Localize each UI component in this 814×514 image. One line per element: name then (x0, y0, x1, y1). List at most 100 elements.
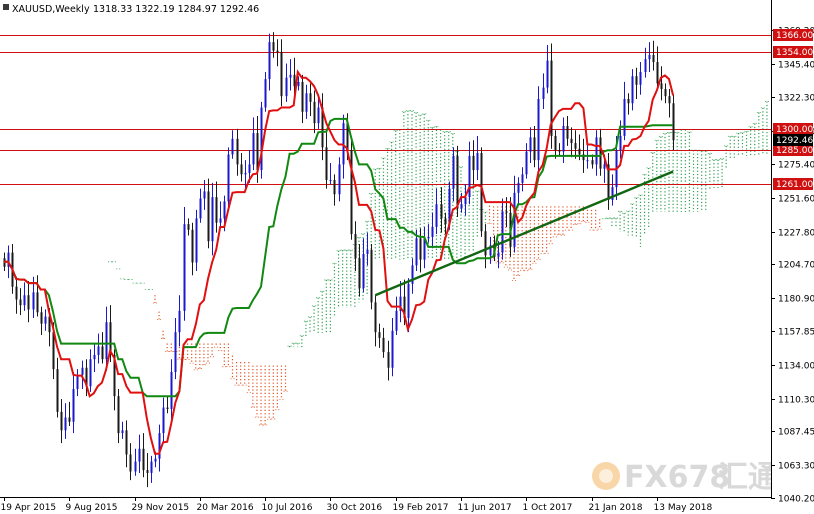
candle-body (411, 265, 414, 284)
candle-body (203, 191, 206, 199)
y-tick-label: 1134.00 (778, 362, 814, 372)
candle-body (227, 154, 230, 202)
candle-body (672, 103, 675, 141)
symbol-icon (3, 4, 9, 10)
chart-header: XAUUSD,Weekly 1318.33 1322.19 1284.97 12… (3, 4, 259, 15)
candle-body (72, 389, 75, 422)
candle-body (223, 201, 226, 219)
candle-body (656, 62, 659, 84)
candle-body (170, 371, 173, 409)
candle-body (427, 236, 430, 239)
price-label: 1292.46 (776, 136, 813, 146)
candle-body (154, 458, 157, 462)
price-label-box (773, 144, 813, 156)
candle-body (231, 138, 234, 155)
candle-body (505, 211, 508, 213)
candle-body (174, 332, 177, 372)
y-tick-label: 1227.80 (778, 229, 814, 239)
x-tick-label: 1 Oct 2017 (523, 503, 573, 513)
candle-body (554, 135, 557, 151)
y-tick-label: 1204.70 (778, 261, 814, 271)
candle-body (211, 197, 214, 242)
candle-body (533, 137, 536, 161)
price-label-box (773, 123, 813, 135)
candle-body (76, 374, 79, 390)
candle-body (44, 316, 47, 324)
candle-body (387, 352, 390, 368)
price-label: 1366.00 (776, 31, 813, 41)
candle-body (183, 224, 186, 311)
x-axis-panel (0, 498, 772, 514)
candle-body (252, 133, 255, 165)
candle-body (321, 107, 324, 148)
candle-body (668, 96, 671, 104)
watermark-brand: FX678 (624, 460, 730, 495)
candle-body (607, 164, 610, 200)
x-ticks: 19 Apr 2015 9 Aug 2015 29 Nov 2015 20 Mar 2… (1, 497, 712, 513)
candle-body (546, 60, 549, 88)
candle-body (260, 107, 263, 171)
candle-body (558, 150, 561, 152)
x-tick-label: 20 Mar 2016 (197, 503, 254, 513)
candle-body (150, 461, 153, 473)
candle-body (23, 295, 26, 306)
price-label-box (773, 134, 813, 146)
candle-body (317, 107, 320, 124)
candle-body (64, 417, 67, 431)
y-tick-label: 1087.45 (778, 428, 814, 438)
x-tick-label: 30 Oct 2016 (327, 503, 383, 513)
candle-body (627, 98, 630, 104)
candle-body (354, 234, 357, 259)
candle-body (134, 461, 137, 472)
candle-body (125, 430, 128, 455)
candle-body (366, 249, 369, 254)
candle-body (452, 155, 455, 189)
candle-body (350, 150, 353, 235)
candle-body (550, 60, 553, 136)
chart-symbol: XAUUSD,Weekly (12, 4, 90, 15)
x-tick-label: 21 Jan 2018 (589, 503, 643, 513)
candle-body (644, 59, 647, 72)
candle-body (611, 187, 614, 200)
candle-body (517, 182, 520, 193)
candle-body (138, 448, 141, 462)
candle-body (619, 135, 622, 151)
candle-body (236, 138, 239, 165)
y-tick-label: 1157.85 (778, 328, 814, 338)
candle-body (19, 299, 22, 306)
y-axis-panel (772, 0, 814, 514)
price-label: 1285.00 (776, 146, 813, 156)
candle-body (395, 310, 398, 331)
candle-body (346, 123, 349, 151)
candle-body (32, 292, 35, 310)
candle-body (472, 155, 475, 171)
x-tick-label: 11 Jun 2017 (458, 503, 512, 513)
candle-body (56, 369, 59, 412)
candle-body (129, 454, 132, 472)
candle-body (244, 172, 247, 175)
chart-ohlc: 1318.33 1322.19 1284.97 1292.46 (93, 4, 259, 15)
candle-body (521, 174, 524, 183)
price-labels: 1366.00 1354.00 1300.00 1285.00 1261.00 1292.… (773, 29, 813, 190)
candle-body (207, 191, 210, 242)
candle-body (631, 76, 634, 104)
candle-body (415, 238, 418, 266)
x-tick-label: 29 Nov 2015 (132, 503, 190, 513)
candle-body (293, 74, 296, 87)
candle-body (652, 54, 655, 63)
candle-body (117, 396, 120, 434)
candle-body (195, 218, 198, 263)
candle-body (484, 231, 487, 256)
candle-body (639, 71, 642, 85)
candle-body (456, 155, 459, 209)
candle-body (219, 218, 222, 223)
candle-body (489, 245, 492, 256)
candle-body (407, 283, 410, 318)
candle-body (529, 137, 532, 152)
price-label-box (773, 46, 813, 58)
candle-body (309, 93, 312, 102)
indicator-lines (4, 69, 675, 455)
y-ticks: 1040.20 1063.30 1087.45 1110.30 1134.00 1157.… (771, 27, 814, 505)
candle-body (142, 448, 145, 471)
